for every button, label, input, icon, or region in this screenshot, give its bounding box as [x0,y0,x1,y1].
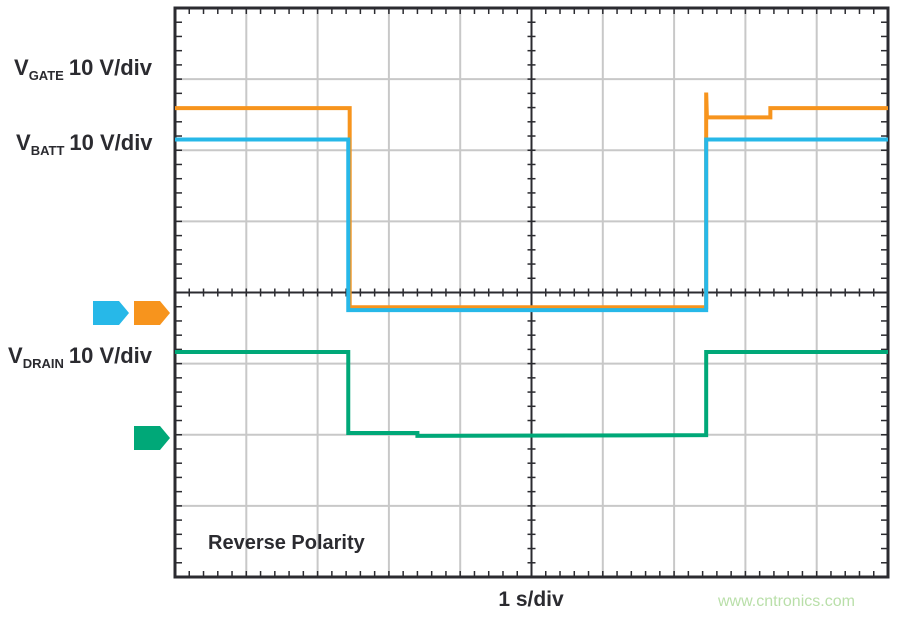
trace-vdrain [175,349,888,438]
annotation-reverse-polarity: Reverse Polarity [208,532,365,554]
vbatt-label: VBATT 10 V/div [16,130,153,158]
vbatt-ground-marker [93,301,129,325]
plot-frame [173,6,890,579]
watermark: www.cntronics.com [718,593,855,610]
vgate-label: VGATE 10 V/div [14,55,152,83]
trace-vbatt [175,137,888,313]
timebase-label: 1 s/div [498,588,564,611]
vdrain-label: VDRAIN 10 V/div [8,343,153,371]
vdrain-ground-marker [134,426,170,450]
vgate-ground-marker [134,301,170,325]
